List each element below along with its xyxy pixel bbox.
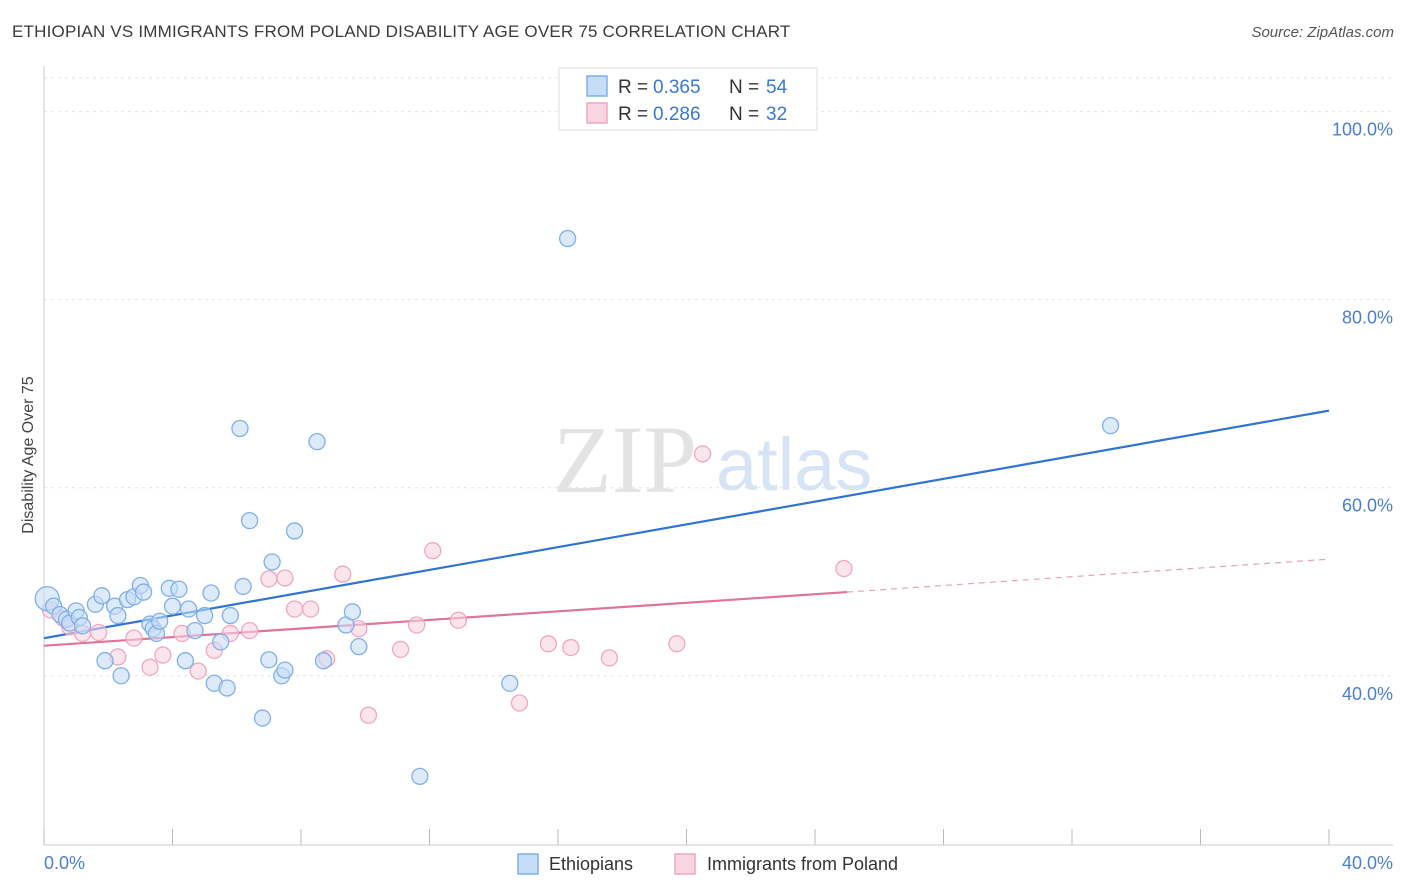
y-tick-label: 40.0% [1342, 684, 1393, 704]
point-ethiopians [176, 652, 195, 670]
bottom-label-poland: Immigrants from Poland [707, 854, 898, 874]
point-ethiopians [163, 597, 182, 615]
legend-r-value-1: 0.365 [653, 77, 701, 98]
point-ethiopians [308, 432, 326, 451]
point-poland [141, 658, 159, 676]
point-ethiopians [195, 606, 214, 625]
point-ethiopians [276, 661, 294, 679]
point-ethiopians [93, 587, 111, 605]
point-poland [391, 640, 410, 659]
x-tick-min: 0.0% [44, 853, 85, 873]
point-ethiopians [218, 679, 236, 697]
point-poland [189, 662, 207, 680]
trend-line-ext-1 [847, 558, 1330, 593]
point-ethiopians [253, 709, 272, 727]
point-ethiopians [112, 667, 130, 685]
legend-bottom: Ethiopians Immigrants from Poland [517, 853, 898, 875]
point-poland [89, 623, 108, 642]
point-poland [260, 570, 278, 588]
point-poland [562, 638, 580, 657]
watermark-zip: ZIP [553, 406, 697, 513]
legend-n-value-1: 54 [766, 77, 788, 98]
source-label: Source: ZipAtlas.com [1251, 24, 1394, 41]
point-poland [510, 694, 529, 712]
legend-n-label-2: N = [729, 104, 759, 125]
y-tick-label: 80.0% [1342, 308, 1393, 328]
bottom-swatch-poland [674, 853, 696, 875]
point-ethiopians [96, 652, 114, 670]
point-ethiopians [134, 583, 153, 601]
legend-n-value-2: 32 [766, 104, 787, 125]
point-poland [835, 559, 853, 578]
point-poland [240, 621, 259, 640]
point-poland [600, 649, 619, 667]
data-points [34, 229, 1120, 786]
legend-n-label-1: N = [729, 77, 759, 98]
point-ethiopians [231, 419, 249, 438]
point-ethiopians [263, 553, 281, 571]
point-ethiopians [260, 651, 278, 669]
legend-swatch-ethiopians [586, 75, 608, 97]
point-poland [359, 706, 378, 724]
point-ethiopians [314, 652, 333, 670]
point-poland [301, 600, 320, 618]
point-poland [539, 635, 558, 653]
point-ethiopians [186, 621, 204, 640]
point-ethiopians [558, 229, 577, 248]
point-ethiopians [179, 600, 198, 618]
point-ethiopians [240, 511, 259, 530]
point-ethiopians [221, 606, 239, 625]
point-poland [285, 600, 304, 618]
point-ethiopians [501, 674, 519, 692]
legend-r-label-1: R = [618, 77, 648, 98]
axes [43, 66, 1393, 846]
point-ethiopians [285, 522, 304, 540]
point-ethiopians [234, 577, 252, 596]
x-tick-max: 40.0% [1342, 853, 1393, 873]
point-poland [154, 646, 172, 664]
bottom-swatch-ethiopians [517, 853, 539, 875]
point-ethiopians [170, 580, 188, 598]
trend-line-0 [43, 409, 1330, 640]
y-tick-label: 60.0% [1342, 496, 1393, 516]
point-poland [424, 542, 442, 560]
point-poland [693, 445, 712, 463]
point-poland [668, 635, 686, 653]
point-poland [334, 565, 352, 583]
point-poland [407, 616, 426, 634]
point-ethiopians [73, 617, 92, 635]
point-ethiopians [212, 633, 230, 651]
point-ethiopians [411, 767, 429, 786]
point-poland [125, 629, 143, 647]
chart-title: ETHIOPIAN VS IMMIGRANTS FROM POLAND DISA… [12, 22, 791, 41]
point-ethiopians [150, 612, 169, 630]
y-tick-labels: 40.0% 60.0% 80.0% 100.0% [1332, 120, 1393, 704]
bottom-label-ethiopians: Ethiopians [549, 854, 633, 874]
point-ethiopians [343, 603, 362, 621]
legend-top: R = 0.365 N = 54 R = 0.286 N = 32 [558, 67, 818, 131]
legend-swatch-poland [586, 102, 608, 124]
watermark-atlas: atlas [716, 423, 872, 506]
y-tick-label: 100.0% [1332, 120, 1393, 140]
point-ethiopians [350, 637, 368, 656]
point-poland [449, 611, 468, 629]
point-ethiopians [109, 606, 127, 625]
point-ethiopians [1101, 417, 1120, 435]
legend-r-value-2: 0.286 [653, 104, 701, 125]
point-ethiopians [202, 584, 220, 602]
point-poland [276, 569, 294, 587]
y-axis-label: Disability Age Over 75 [20, 376, 37, 534]
legend-r-label-2: R = [618, 104, 648, 125]
